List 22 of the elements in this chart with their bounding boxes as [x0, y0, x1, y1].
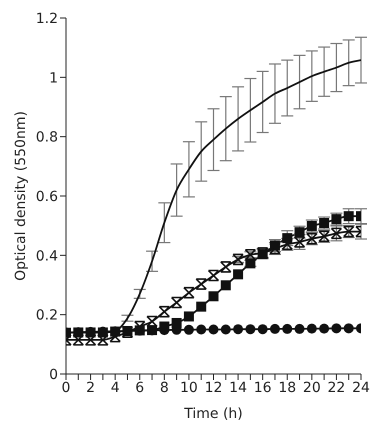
- x-tick-label: 4: [110, 380, 120, 396]
- x-tick-label: 24: [352, 380, 370, 396]
- y-tick-label: 1.2: [36, 10, 58, 27]
- x-tick-label: 0: [62, 380, 70, 396]
- y-tick-label: 0.2: [36, 308, 58, 324]
- x-tick-label: 2: [86, 380, 96, 396]
- x-tick-label: 10: [180, 380, 198, 396]
- x-tick-label: 6: [135, 380, 144, 396]
- y-tick-label: 0.6: [36, 188, 58, 205]
- y-tick-label: 0: [49, 366, 58, 383]
- x-axis-title: Time (h): [183, 406, 243, 422]
- x-tick-label: 22: [328, 380, 346, 396]
- y-tick-label: 0.4: [36, 248, 58, 264]
- y-tick-label: 0.8: [36, 130, 58, 146]
- x-tick-label: 18: [278, 380, 296, 396]
- x-tick-label: 8: [160, 380, 169, 396]
- y-tick-label: 1: [49, 70, 58, 86]
- x-tick-label: 14: [229, 380, 248, 396]
- x-tick-label: 20: [302, 380, 321, 396]
- x-tick-label: 16: [254, 380, 272, 396]
- y-axis-title: Optical density (550nm): [12, 111, 29, 281]
- x-tick-label: 12: [204, 380, 222, 396]
